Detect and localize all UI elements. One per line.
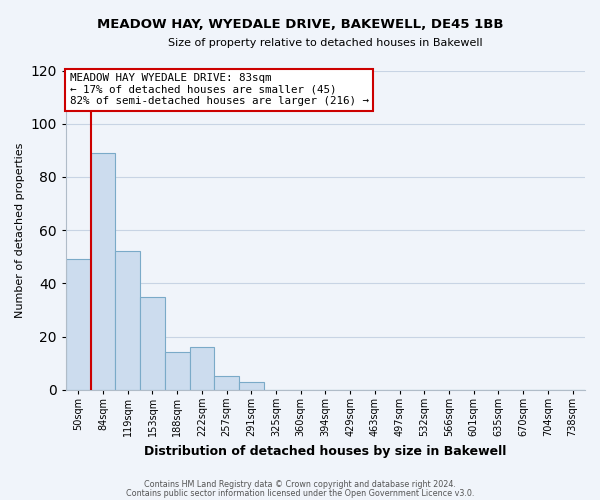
Text: MEADOW HAY WYEDALE DRIVE: 83sqm
← 17% of detached houses are smaller (45)
82% of: MEADOW HAY WYEDALE DRIVE: 83sqm ← 17% of… [70, 73, 368, 106]
Bar [214, 376, 239, 390]
Text: Contains public sector information licensed under the Open Government Licence v3: Contains public sector information licen… [126, 488, 474, 498]
Bar [140, 296, 165, 390]
Bar [239, 382, 263, 390]
Title: Size of property relative to detached houses in Bakewell: Size of property relative to detached ho… [168, 38, 483, 48]
Bar [115, 252, 140, 390]
Bar [66, 260, 91, 390]
Bar [91, 153, 115, 390]
Text: MEADOW HAY, WYEDALE DRIVE, BAKEWELL, DE45 1BB: MEADOW HAY, WYEDALE DRIVE, BAKEWELL, DE4… [97, 18, 503, 30]
X-axis label: Distribution of detached houses by size in Bakewell: Distribution of detached houses by size … [144, 444, 506, 458]
Text: Contains HM Land Registry data © Crown copyright and database right 2024.: Contains HM Land Registry data © Crown c… [144, 480, 456, 489]
Bar [165, 352, 190, 390]
Bar [190, 347, 214, 390]
Y-axis label: Number of detached properties: Number of detached properties [15, 142, 25, 318]
